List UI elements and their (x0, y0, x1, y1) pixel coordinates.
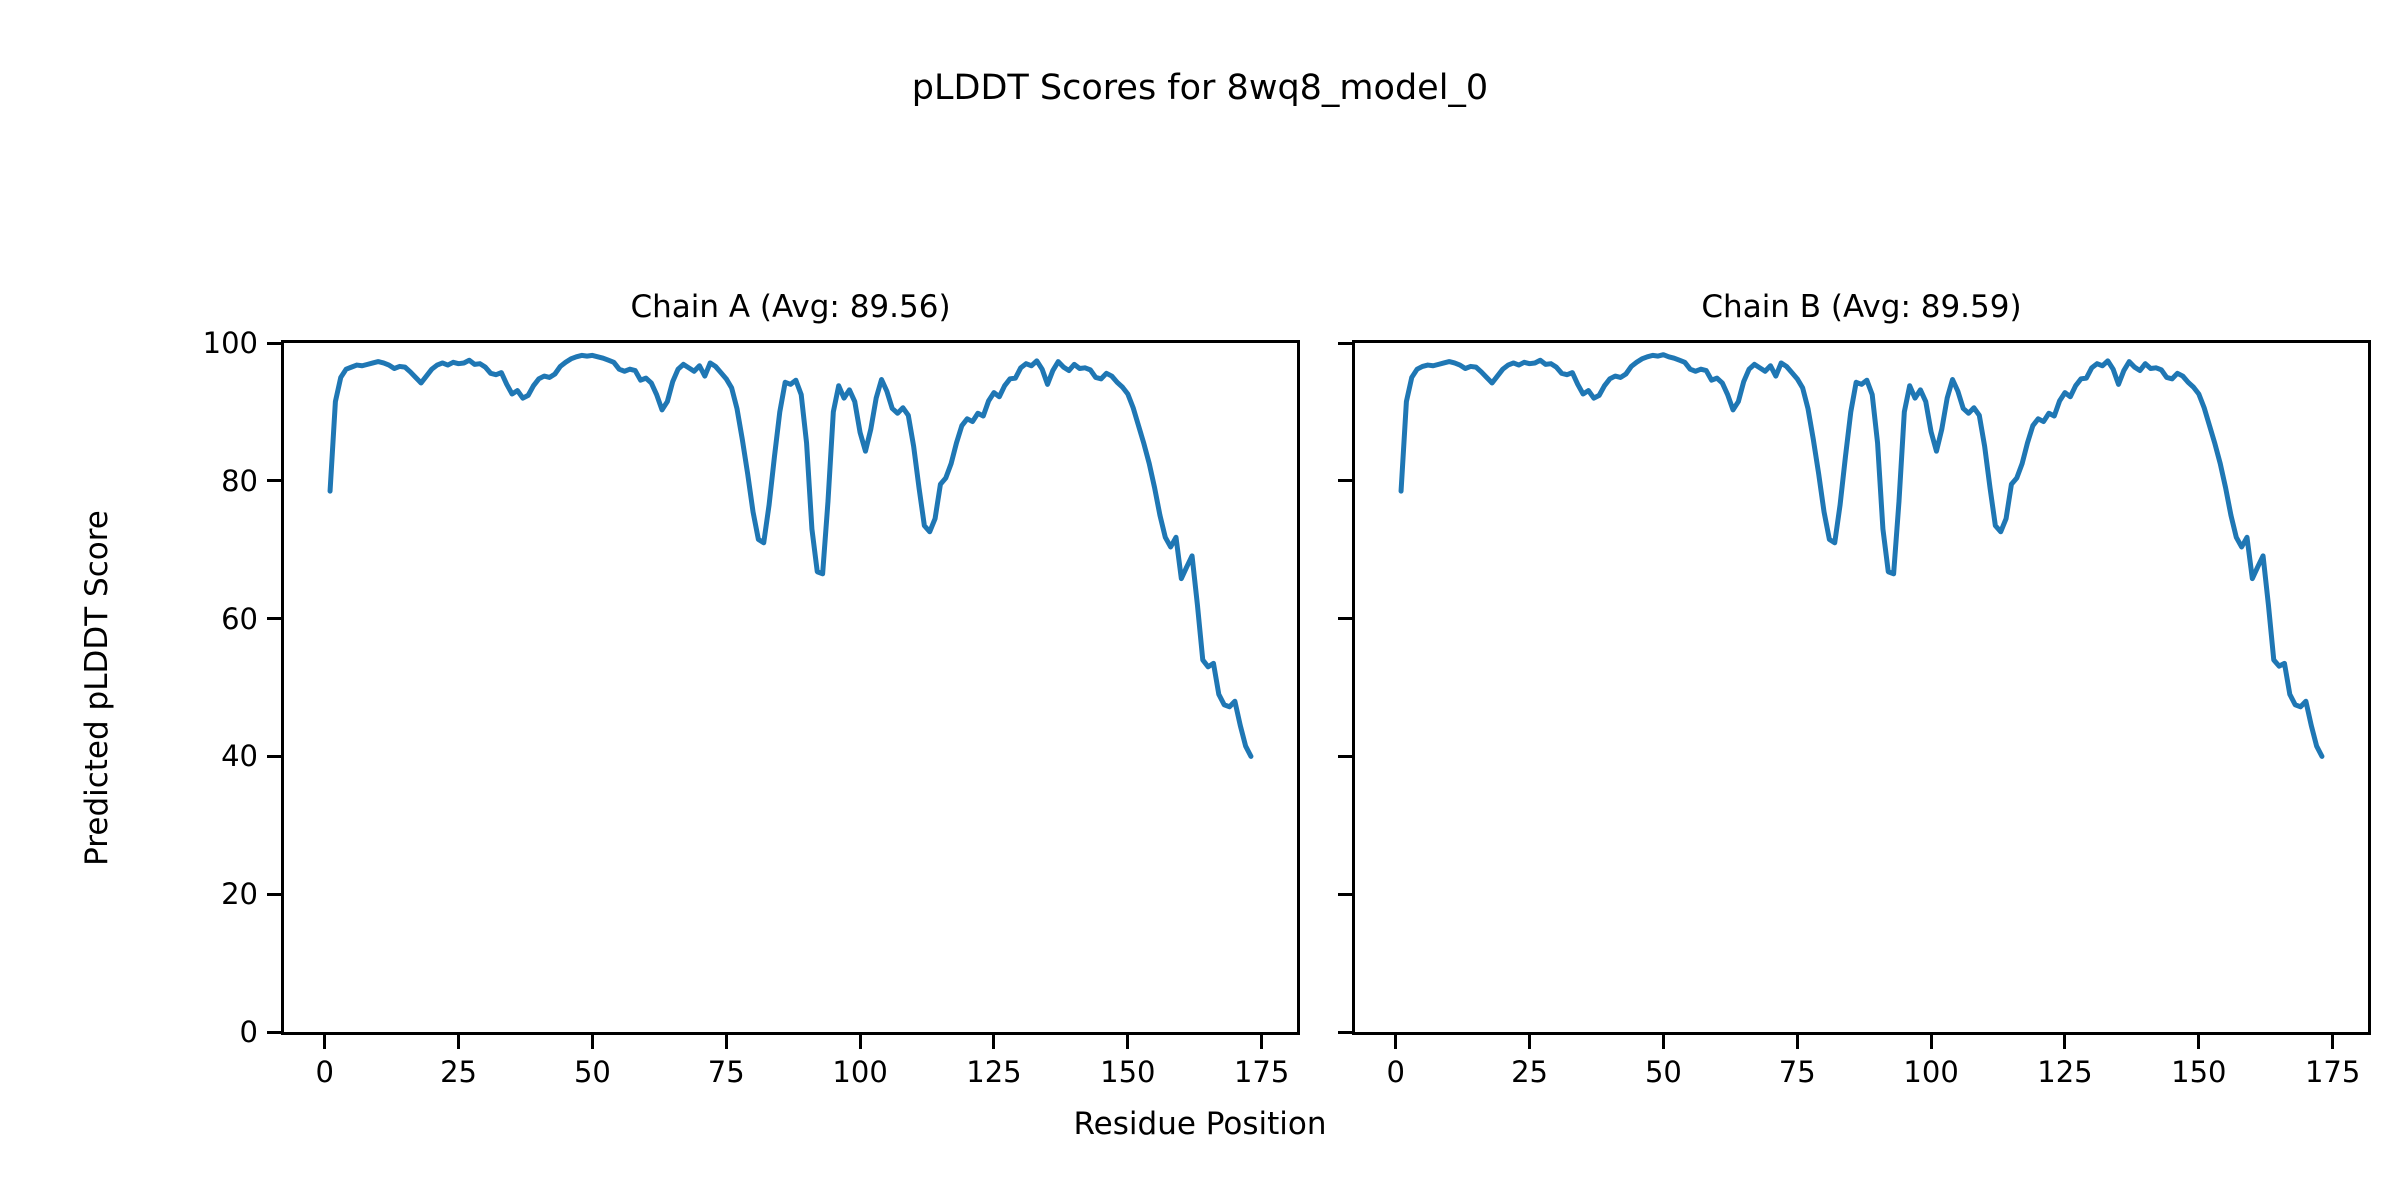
x-tick-label: 50 (1644, 1055, 1682, 1089)
figure-title: pLDDT Scores for 8wq8_model_0 (911, 68, 1489, 108)
x-tick-mark (457, 1035, 461, 1049)
x-tick-mark (2197, 1035, 2201, 1049)
x-tick-label: 75 (1778, 1055, 1816, 1089)
x-tick-label: 125 (966, 1055, 1022, 1089)
y-tick-mark (267, 341, 281, 345)
x-tick-label: 0 (315, 1055, 334, 1089)
y-tick-mark (267, 892, 281, 896)
x-tick-label: 150 (2171, 1055, 2227, 1089)
x-tick-label: 75 (707, 1055, 745, 1089)
x-tick-mark (992, 1035, 996, 1049)
y-tick-label: 20 (221, 877, 258, 912)
x-tick-label: 50 (573, 1055, 611, 1089)
y-tick-label: 100 (202, 326, 258, 360)
x-tick-label: 175 (2304, 1055, 2361, 1089)
y-tick-mark (1338, 1030, 1352, 1034)
subplot-chain-a (281, 340, 1300, 1035)
x-tick-label: 100 (832, 1055, 888, 1089)
y-tick-label: 60 (221, 601, 258, 636)
x-axis-label: Residue Position (1073, 1106, 1327, 1142)
x-tick-mark (1394, 1035, 1398, 1049)
x-tick-mark (1528, 1035, 1532, 1049)
y-tick-mark (1338, 892, 1352, 896)
plddt-line-chart (1398, 352, 2325, 759)
x-tick-mark (2063, 1035, 2067, 1049)
x-tick-mark (724, 1035, 728, 1049)
x-tick-mark (1260, 1035, 1264, 1049)
x-tick-label: 175 (1233, 1055, 1290, 1089)
subplot-title-chain-b: Chain B (Avg: 89.59) (1701, 289, 2022, 325)
subplot-title-chain-a: Chain A (Avg: 89.56) (630, 289, 951, 325)
subplot-chain-b (1352, 340, 2371, 1035)
y-tick-mark (267, 1030, 281, 1034)
y-tick-mark (267, 617, 281, 621)
x-tick-mark (323, 1035, 327, 1049)
x-tick-label: 100 (1903, 1055, 1959, 1089)
y-tick-label: 40 (221, 739, 258, 774)
y-tick-label: 80 (221, 463, 258, 498)
plddt-line-chain-b (1398, 352, 2325, 759)
plddt-line-chart (327, 352, 1254, 759)
x-tick-mark (1661, 1035, 1665, 1049)
y-axis-label: Predicted pLDDT Score (79, 510, 115, 866)
x-tick-label: 25 (1511, 1055, 1548, 1089)
x-tick-mark (1126, 1035, 1130, 1049)
x-tick-mark (1795, 1035, 1799, 1049)
x-tick-label: 125 (2037, 1055, 2093, 1089)
x-tick-mark (590, 1035, 594, 1049)
y-tick-mark (1338, 479, 1352, 483)
y-tick-mark (267, 754, 281, 758)
x-tick-mark (1929, 1035, 1933, 1049)
x-tick-label: 150 (1100, 1055, 1156, 1089)
x-tick-mark (858, 1035, 862, 1049)
y-tick-mark (1338, 754, 1352, 758)
x-tick-label: 25 (440, 1055, 477, 1089)
y-tick-label: 0 (239, 1015, 258, 1049)
plddt-line-chain-a (327, 352, 1254, 759)
y-tick-mark (1338, 617, 1352, 621)
x-tick-label: 0 (1386, 1055, 1405, 1089)
y-tick-mark (1338, 341, 1352, 345)
y-tick-mark (267, 479, 281, 483)
x-tick-mark (2331, 1035, 2335, 1049)
